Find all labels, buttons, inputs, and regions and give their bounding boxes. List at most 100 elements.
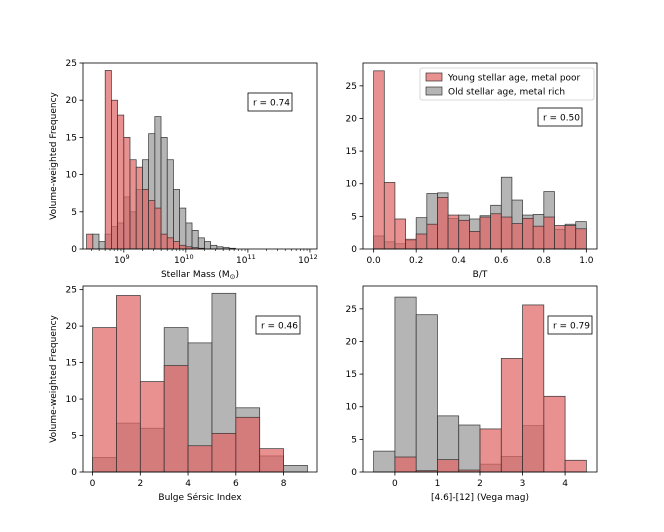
y-tick-label: 20 [66,96,78,106]
bar-young-5 [211,432,237,473]
y-tick-label: 20 [66,322,78,332]
bar-old-12 [160,137,168,250]
bar-young-10 [148,200,156,250]
bar-young-5 [479,428,502,473]
axes-frame [82,285,318,473]
bar-young-14 [173,241,180,250]
bars [373,70,587,250]
y-tick-label: 25 [66,59,77,69]
ticks: 0 5 10 15 20 25 0.0 0.2 0.4 0.6 0.8 1.0 [346,82,594,266]
x-tick-label: 1012 [298,253,318,266]
y-tick-label: 10 [346,403,358,413]
x-tick-label: 6 [233,479,239,489]
y-tick-label: 10 [66,171,78,181]
r-annotation: r = 0.74 [247,92,293,112]
legend-label-old: Old stellar age, metal rich [448,88,565,98]
bars [86,70,236,250]
bar-old-19 [204,241,212,250]
bar-young-0 [373,70,385,250]
x-tick-label: 0.0 [366,256,381,266]
x-tick-label: 1.0 [579,256,594,266]
y-tick-label: 5 [71,208,77,218]
y-tick-label: 5 [351,435,357,445]
bar-young-0 [86,233,94,250]
bar-young-18 [564,225,577,250]
bar-young-6 [235,416,261,473]
bar-young-6 [500,358,523,473]
bar-young-8 [458,219,470,250]
y-tick-label: 20 [346,337,358,347]
bar-young-1 [394,456,417,473]
y-tick-label: 20 [346,114,358,124]
bar-young-7 [447,214,460,250]
bar-young-3 [104,70,112,250]
bar-young-12 [500,216,513,250]
x-tick-label: 1 [435,479,441,489]
bar-young-19 [575,228,587,250]
x-tick-label: 1010 [174,253,194,266]
y-axis-label: Volume-weighted Frequency [49,91,59,219]
r-annotation: r = 0.46 [255,315,301,335]
bar-young-7 [259,448,284,473]
bar-young-5 [426,223,438,250]
bar-young-16 [543,216,555,250]
bar-young-4 [187,445,213,473]
bar-old-8 [283,465,308,473]
bar-young-10 [479,216,491,250]
bar-young-3 [163,365,189,473]
x-tick-label: 0.4 [452,256,467,266]
y-tick-label: 5 [351,212,357,222]
bar-old-20 [210,244,218,250]
r-annotation-text: r = 0.50 [543,114,580,124]
bar-young-17 [554,225,566,250]
y-tick-label: 5 [71,432,77,442]
panel-sersic-index: 0 5 10 15 20 25 0 2 4 6 8 Bulge Sérsic Index Volum… [49,285,318,503]
x-tick-label: 0.6 [494,256,509,266]
x-tick-label: 0 [392,479,398,489]
bar-young-13 [166,237,174,250]
bar-old-18 [197,237,205,250]
x-tick-label: 1011 [236,253,256,266]
bar-young-1 [383,182,396,250]
bar-young-3 [437,459,460,473]
y-tick-label: 10 [66,395,78,405]
x-tick-label: 0.2 [409,256,423,266]
bar-young-9 [142,189,149,250]
r-annotation: r = 0.50 [537,107,583,127]
x-axis-label: B/T [473,270,488,280]
bar-young-6 [123,137,131,250]
bar-old-16 [185,222,193,250]
y-tick-label: 0 [351,468,357,478]
panel-bulge-to-total: 0 5 10 15 20 25 0.0 0.2 0.4 0.6 0.8 1.0 B/T r = 0.5… [346,62,598,280]
legend-label-young: Young stellar age, metal poor [447,74,581,84]
panel-stellar-mass: 0 5 10 15 20 25 109 1010 1011 1012 Stellar Mass (… [49,59,318,281]
bars [92,292,308,473]
x-tick-label: 109 [114,253,130,266]
ticks: 0 5 10 15 20 25 0 2 4 6 8 [66,286,287,489]
y-tick-label: 15 [66,133,77,143]
bar-young-7 [129,159,137,250]
bar-old-14 [173,189,180,250]
legend: Young stellar age, metal poor Old stella… [419,67,595,101]
y-tick-label: 15 [346,370,357,380]
bar-young-0 [92,327,117,473]
bar-young-13 [511,223,523,250]
bar-old-2 [98,241,106,250]
bar-young-9 [564,459,587,473]
bar-young-14 [522,217,534,250]
bar-young-4 [111,99,118,250]
bar-old-15 [179,207,187,250]
axes-frame [82,62,318,250]
bar-old-0 [373,450,396,473]
bar-young-4 [415,233,428,250]
bar-young-2 [139,381,165,473]
bar-old-17 [191,230,199,250]
y-tick-label: 25 [346,305,357,315]
x-tick-label: 2 [477,479,483,489]
x-axis-label: Bulge Sérsic Index [158,492,242,503]
bar-young-5 [117,114,125,250]
bar-young-9 [469,231,481,250]
bar-young-2 [394,218,406,250]
y-tick-label: 25 [346,82,357,92]
